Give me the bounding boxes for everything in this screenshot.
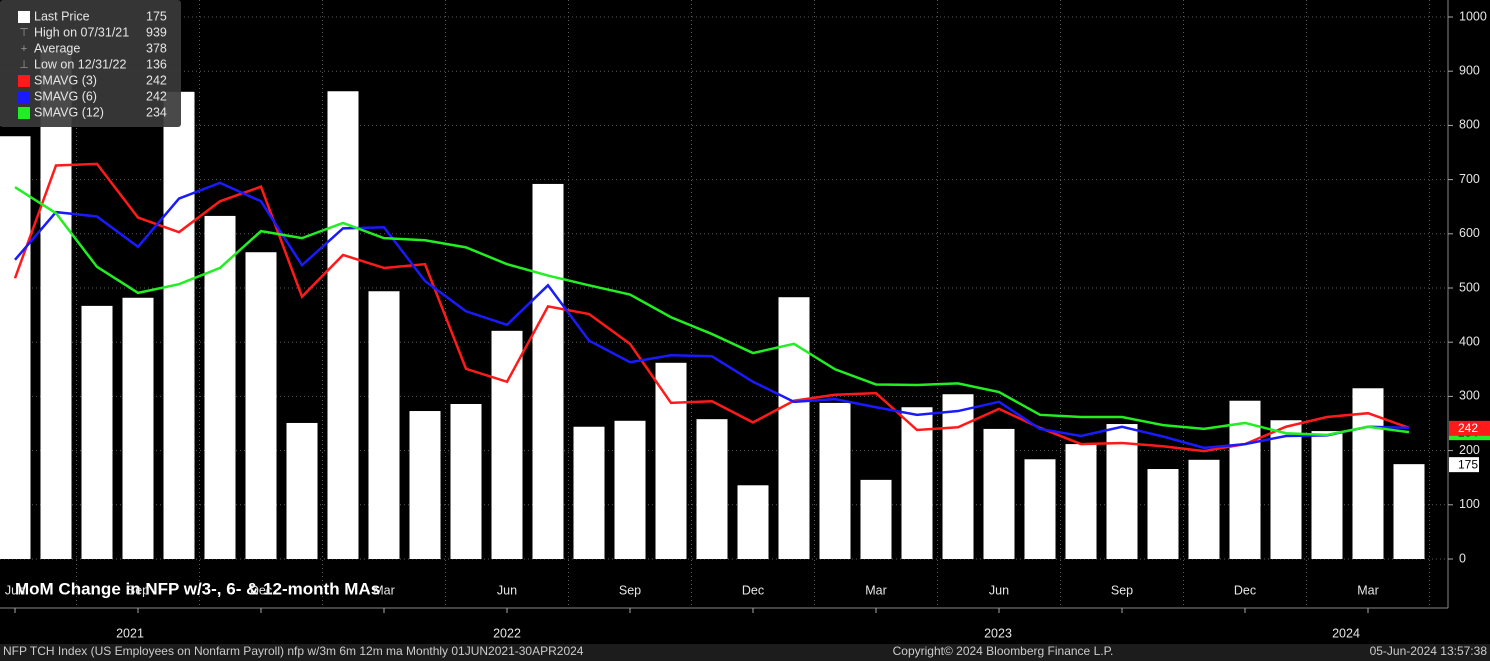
x-year-label: 2022 bbox=[493, 626, 521, 640]
legend-label: SMAVG (6) bbox=[34, 89, 97, 103]
x-tick-label: Mar bbox=[1357, 583, 1379, 597]
bar bbox=[122, 297, 154, 559]
x-tick-label: Jun bbox=[5, 583, 25, 597]
bar bbox=[1393, 464, 1425, 559]
footer-left: NFP TCH Index (US Employees on Nonfarm P… bbox=[3, 644, 584, 658]
footer-center: Copyright© 2024 Bloomberg Finance L.P. bbox=[893, 644, 1114, 658]
legend-swatch bbox=[18, 91, 30, 103]
bar bbox=[819, 402, 851, 559]
y-tick-label: 300 bbox=[1459, 389, 1480, 403]
y-tick-label: 400 bbox=[1459, 334, 1480, 348]
legend-value: 242 bbox=[146, 89, 167, 103]
y-tick-label: 1000 bbox=[1459, 9, 1487, 23]
x-year-label: 2024 bbox=[1332, 626, 1360, 640]
bar bbox=[286, 422, 318, 559]
legend-box bbox=[0, 0, 181, 127]
value-tag bbox=[1449, 457, 1479, 473]
legend-swatch bbox=[18, 11, 30, 23]
bar bbox=[532, 183, 564, 559]
legend-label: Average bbox=[34, 41, 80, 55]
bar bbox=[491, 330, 523, 559]
bar bbox=[409, 411, 441, 559]
x-tick-label: Sep bbox=[127, 583, 149, 597]
legend-icon: + bbox=[21, 43, 27, 55]
bar bbox=[983, 428, 1015, 559]
bar bbox=[573, 426, 605, 559]
legend-value: 175 bbox=[146, 9, 167, 23]
bar bbox=[81, 305, 113, 559]
line-series bbox=[14, 181, 1410, 450]
legend-label: SMAVG (12) bbox=[34, 105, 104, 119]
legend-label: Low on 12/31/22 bbox=[34, 57, 126, 71]
y-tick-label: 800 bbox=[1459, 118, 1480, 132]
footer-bar bbox=[0, 644, 1490, 661]
bar bbox=[1106, 424, 1138, 559]
value-tag-label: 175 bbox=[1458, 457, 1478, 471]
y-tick-label: 0 bbox=[1459, 551, 1466, 565]
bar bbox=[696, 419, 728, 559]
line-series bbox=[13, 162, 1410, 453]
bar bbox=[860, 479, 892, 559]
bar bbox=[163, 91, 195, 560]
bar bbox=[1270, 420, 1302, 559]
y-tick-label: 100 bbox=[1459, 497, 1480, 511]
bar bbox=[368, 291, 400, 559]
bar bbox=[737, 485, 769, 559]
bar bbox=[778, 297, 810, 559]
bar bbox=[1229, 400, 1261, 559]
legend-value: 136 bbox=[146, 57, 167, 71]
y-tick-label: 700 bbox=[1459, 172, 1480, 186]
bar bbox=[245, 252, 277, 559]
legend-swatch bbox=[18, 107, 30, 119]
y-tick-label: 900 bbox=[1459, 63, 1480, 77]
chart-title: MoM Change in NFP w/3-, 6- & 12-month MA… bbox=[15, 579, 380, 598]
bar bbox=[614, 420, 646, 559]
bar bbox=[1065, 444, 1097, 559]
x-tick-label: Mar bbox=[865, 583, 887, 597]
x-tick-label: Mar bbox=[373, 583, 395, 597]
x-tick-label: Dec bbox=[250, 583, 272, 597]
legend-swatch bbox=[18, 75, 30, 87]
x-tick-label: Dec bbox=[742, 583, 764, 597]
legend-value: 378 bbox=[146, 41, 167, 55]
x-tick-label: Jun bbox=[497, 583, 517, 597]
bar bbox=[942, 394, 974, 559]
bar bbox=[40, 50, 72, 559]
bar bbox=[655, 362, 687, 559]
line-series bbox=[14, 186, 1410, 437]
x-tick-label: Jun bbox=[989, 583, 1009, 597]
legend-label: SMAVG (3) bbox=[34, 73, 97, 87]
plot-area bbox=[0, 0, 1448, 608]
bar bbox=[1147, 469, 1179, 559]
legend-icon: ⊤ bbox=[19, 27, 29, 39]
legend-value: 234 bbox=[146, 105, 167, 119]
bar bbox=[0, 136, 31, 560]
y-tick-label: 500 bbox=[1459, 280, 1480, 294]
legend-label: High on 07/31/21 bbox=[34, 25, 129, 39]
bar bbox=[901, 407, 933, 559]
legend-icon: ⊥ bbox=[19, 59, 29, 71]
bar bbox=[1024, 459, 1056, 559]
legend-value: 242 bbox=[146, 73, 167, 87]
footer-right: 05-Jun-2024 13:57:38 bbox=[1370, 644, 1488, 658]
legend: Last Price 175 ⊤ High on 07/31/21 939 + Averag… bbox=[0, 0, 181, 127]
bar bbox=[1311, 431, 1343, 559]
value-tag-label: 242 bbox=[1458, 421, 1478, 435]
x-year-label: 2021 bbox=[116, 626, 144, 640]
y-tick-label: 200 bbox=[1459, 443, 1480, 457]
value-tag bbox=[1449, 420, 1490, 436]
bar bbox=[450, 403, 482, 559]
x-tick-label: Sep bbox=[1111, 583, 1133, 597]
y-tick-label: 600 bbox=[1459, 226, 1480, 240]
x-tick-label: Sep bbox=[619, 583, 641, 597]
x-year-label: 2023 bbox=[984, 626, 1012, 640]
bar bbox=[327, 91, 359, 559]
legend-value: 939 bbox=[146, 25, 167, 39]
legend-label: Last Price bbox=[34, 9, 90, 23]
x-tick-label: Dec bbox=[1234, 583, 1256, 597]
bar bbox=[1188, 459, 1220, 559]
